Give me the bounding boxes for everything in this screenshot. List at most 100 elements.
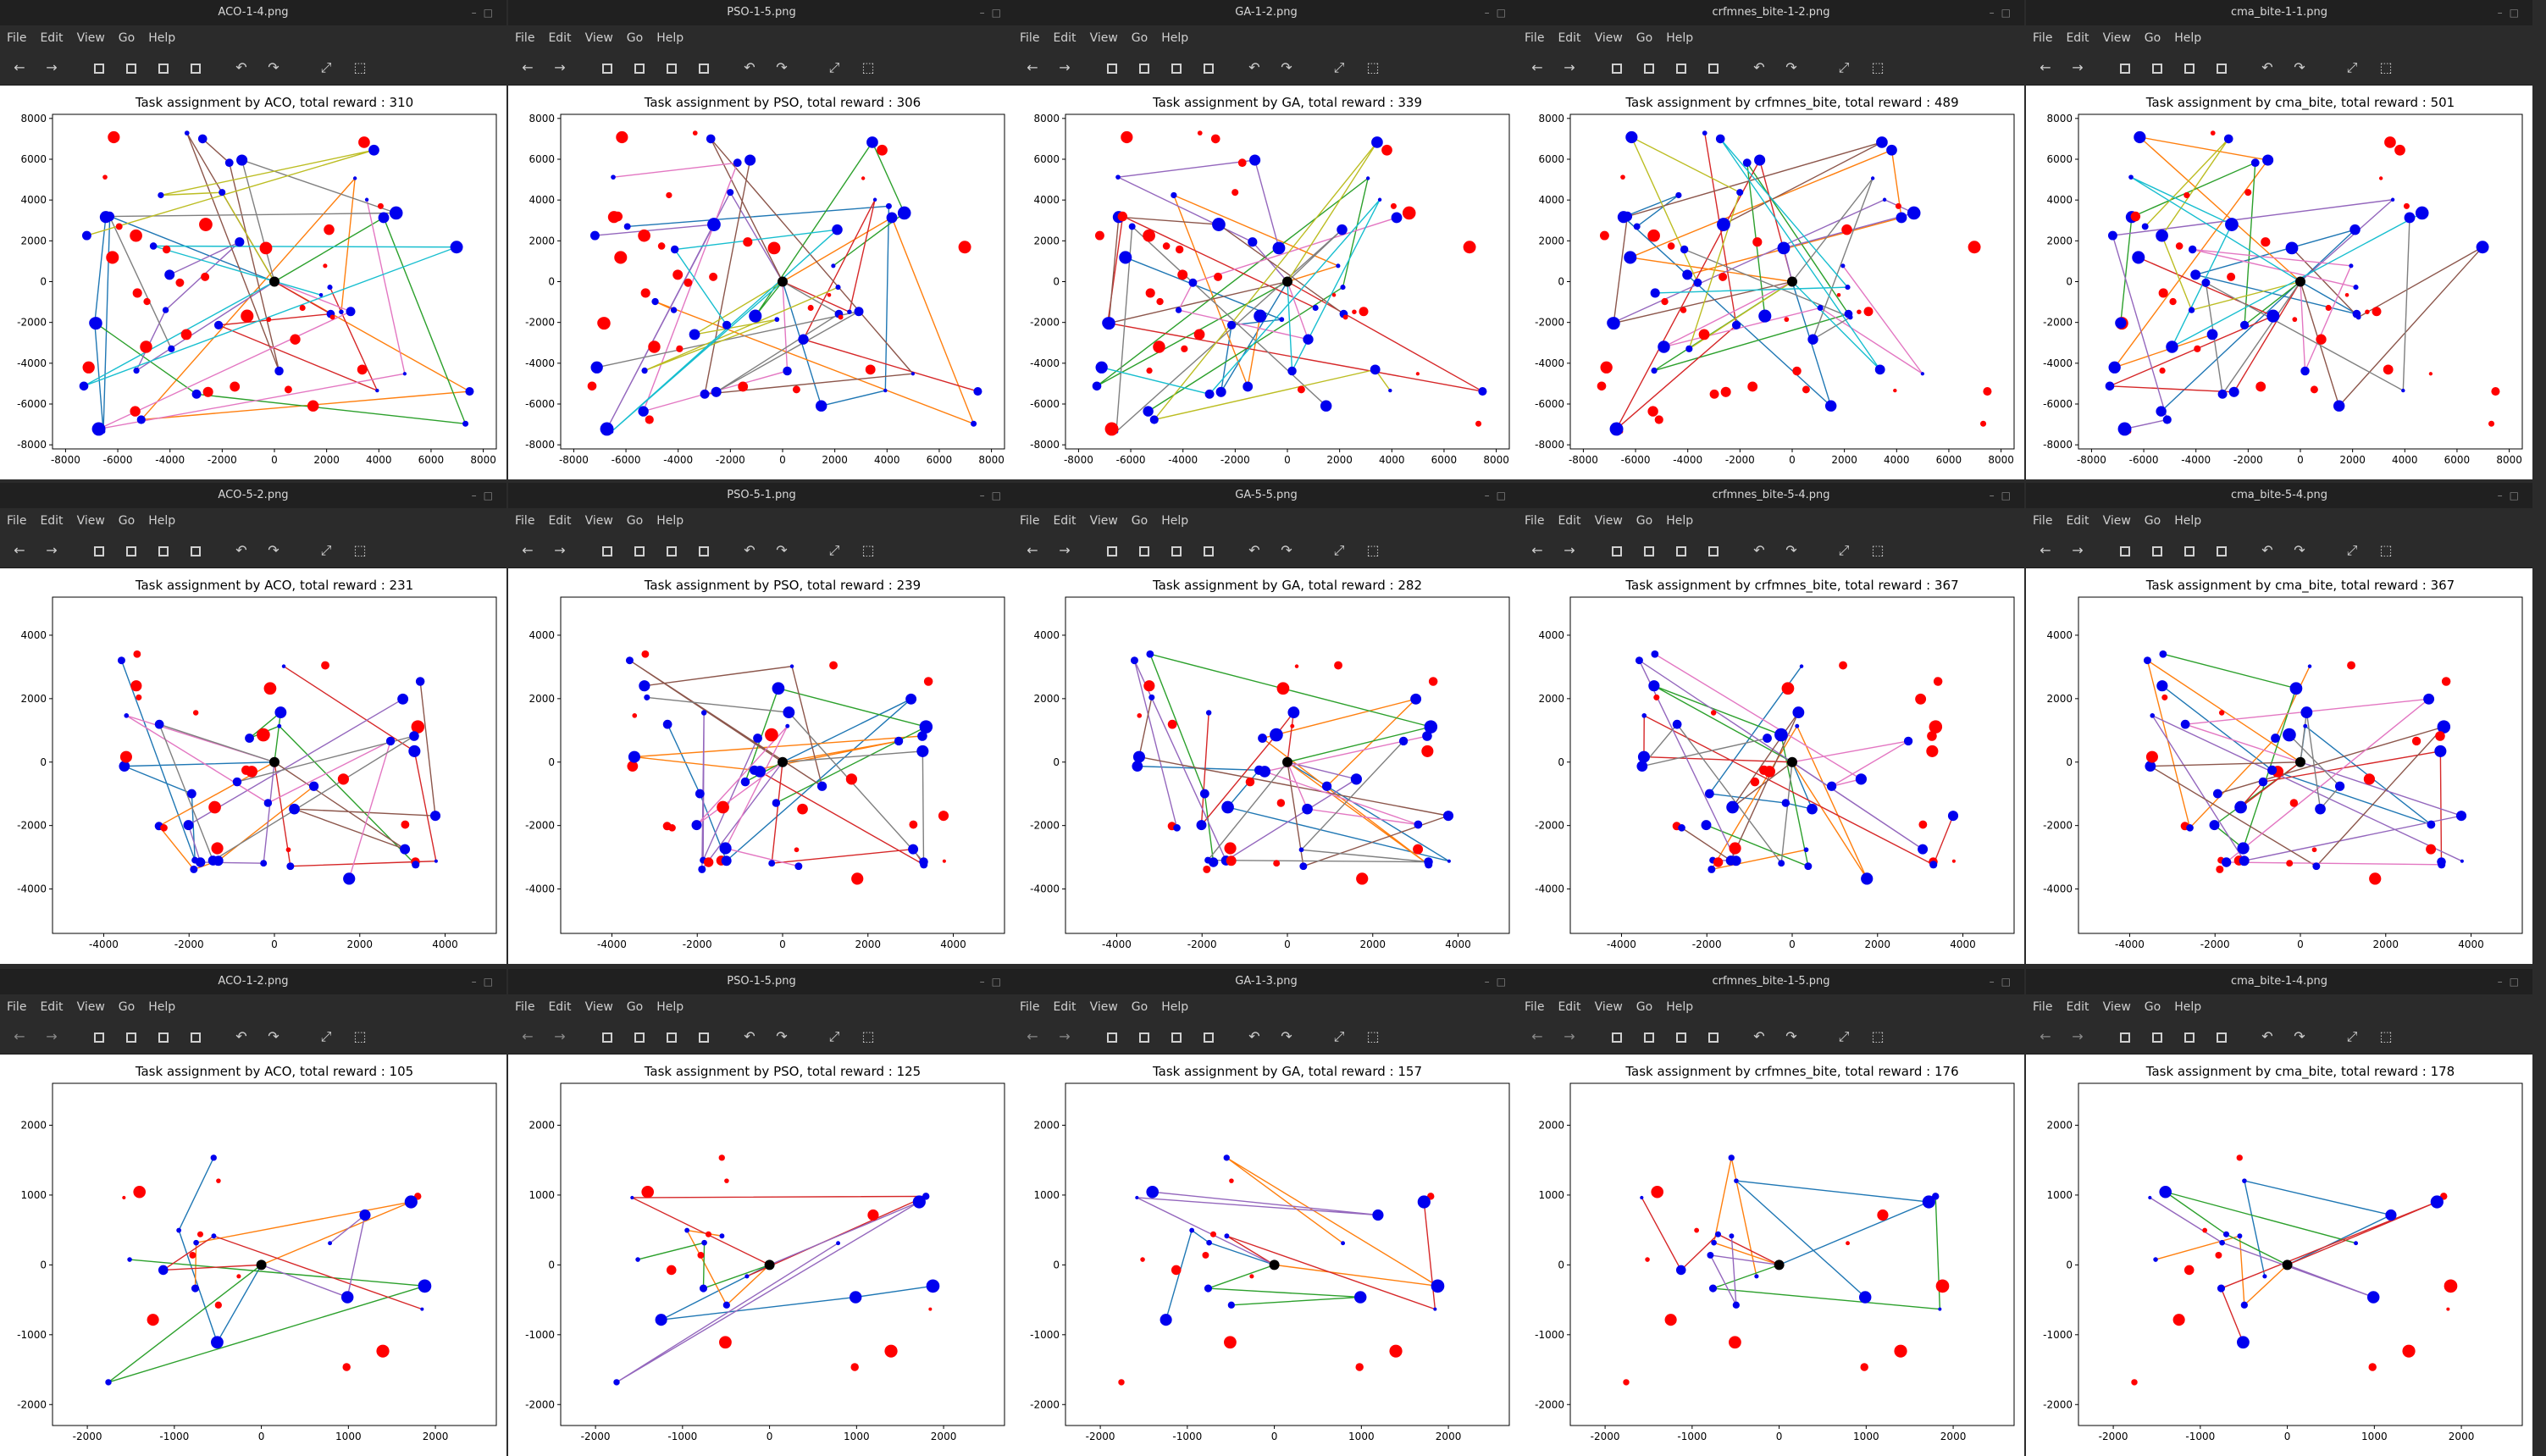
- back-arrow-icon[interactable]: ←: [1027, 1028, 1038, 1044]
- grid-icon[interactable]: [628, 58, 650, 78]
- menu-file[interactable]: File: [1020, 1000, 1040, 1014]
- actual-size-icon[interactable]: [152, 1027, 174, 1047]
- actual-size-icon[interactable]: [2178, 1027, 2200, 1047]
- menu-edit[interactable]: Edit: [548, 1000, 572, 1014]
- fullscreen-icon[interactable]: ⤢: [2346, 59, 2358, 75]
- actual-size-icon[interactable]: [1165, 540, 1187, 561]
- fullscreen-icon[interactable]: ⤢: [1838, 59, 1850, 75]
- fit-icon[interactable]: [1101, 58, 1123, 78]
- gallery-icon[interactable]: ⬚: [1871, 542, 1885, 558]
- window-controls[interactable]: –□: [1990, 0, 2017, 25]
- actual-size-icon[interactable]: [1670, 540, 1692, 561]
- menu-go[interactable]: Go: [626, 1000, 644, 1014]
- menu-go[interactable]: Go: [1131, 514, 1148, 528]
- grid-icon[interactable]: [2146, 540, 2168, 561]
- back-arrow-icon[interactable]: ←: [14, 542, 25, 558]
- frame-icon[interactable]: [693, 540, 715, 561]
- fit-icon[interactable]: [1606, 58, 1628, 78]
- back-arrow-icon[interactable]: ←: [2040, 59, 2051, 75]
- fit-icon[interactable]: [2114, 540, 2136, 561]
- menu-view[interactable]: View: [1089, 514, 1118, 528]
- back-arrow-icon[interactable]: ←: [522, 542, 534, 558]
- menu-file[interactable]: File: [515, 514, 535, 528]
- forward-arrow-icon[interactable]: →: [1059, 1028, 1071, 1044]
- back-arrow-icon[interactable]: ←: [1027, 542, 1038, 558]
- frame-icon[interactable]: [2211, 540, 2233, 561]
- grid-icon[interactable]: [120, 58, 142, 78]
- menu-file[interactable]: File: [7, 1000, 27, 1014]
- frame-icon[interactable]: [1198, 1027, 1220, 1047]
- gallery-icon[interactable]: ⬚: [2379, 1028, 2393, 1044]
- fullscreen-icon[interactable]: ⤢: [1333, 59, 1345, 75]
- window-controls[interactable]: –□: [472, 0, 500, 25]
- minimize-icon[interactable]: –: [1484, 490, 1497, 501]
- rotate-left-icon[interactable]: ↶: [1248, 542, 1260, 558]
- menu-view[interactable]: View: [584, 31, 613, 45]
- menu-file[interactable]: File: [2033, 1000, 2053, 1014]
- image-viewer-window[interactable]: PSO-1-5.png –□ File Edit View Go Help ← → ↶ ↷ ⤢ ⬚ Tas…: [508, 0, 1015, 479]
- menu-edit[interactable]: Edit: [1053, 31, 1077, 45]
- menu-view[interactable]: View: [76, 514, 105, 528]
- grid-icon[interactable]: [1133, 540, 1155, 561]
- rotate-left-icon[interactable]: ↶: [1753, 1028, 1765, 1044]
- menu-file[interactable]: File: [515, 1000, 535, 1014]
- menu-go[interactable]: Go: [118, 1000, 136, 1014]
- image-viewer-window[interactable]: PSO-1-5.png –□ File Edit View Go Help ← → ↶ ↷ ⤢ ⬚ Tas…: [508, 969, 1015, 1456]
- rotate-right-icon[interactable]: ↷: [268, 1028, 280, 1044]
- menu-view[interactable]: View: [2102, 514, 2131, 528]
- gallery-icon[interactable]: ⬚: [1366, 59, 1380, 75]
- frame-icon[interactable]: [185, 540, 207, 561]
- frame-icon[interactable]: [185, 58, 207, 78]
- maximize-icon[interactable]: □: [2509, 976, 2526, 988]
- actual-size-icon[interactable]: [661, 540, 683, 561]
- back-arrow-icon[interactable]: ←: [2040, 1028, 2051, 1044]
- menu-view[interactable]: View: [584, 514, 613, 528]
- actual-size-icon[interactable]: [152, 540, 174, 561]
- menu-view[interactable]: View: [1594, 1000, 1623, 1014]
- menu-go[interactable]: Go: [2144, 31, 2161, 45]
- menu-view[interactable]: View: [1594, 31, 1623, 45]
- back-arrow-icon[interactable]: ←: [14, 1028, 25, 1044]
- menu-view[interactable]: View: [1089, 1000, 1118, 1014]
- gallery-icon[interactable]: ⬚: [353, 1028, 367, 1044]
- rotate-right-icon[interactable]: ↷: [1785, 542, 1797, 558]
- grid-icon[interactable]: [120, 1027, 142, 1047]
- menu-help[interactable]: Help: [656, 1000, 684, 1014]
- image-viewer-window[interactable]: GA-1-2.png –□ File Edit View Go Help ← → ↶ ↷ ⤢ ⬚ Task…: [1013, 0, 1519, 479]
- menu-help[interactable]: Help: [1161, 1000, 1189, 1014]
- forward-arrow-icon[interactable]: →: [1564, 59, 1575, 75]
- menu-help[interactable]: Help: [2174, 514, 2202, 528]
- rotate-left-icon[interactable]: ↶: [2261, 1028, 2273, 1044]
- image-viewer-window[interactable]: cma_bite-5-4.png –□ File Edit View Go Help ← → ↶ ↷…: [2026, 483, 2532, 964]
- minimize-icon[interactable]: –: [471, 976, 484, 988]
- rotate-left-icon[interactable]: ↶: [235, 542, 247, 558]
- menu-edit[interactable]: Edit: [1053, 514, 1077, 528]
- menu-help[interactable]: Help: [2174, 31, 2202, 45]
- image-viewer-window[interactable]: PSO-5-1.png –□ File Edit View Go Help ← → ↶ ↷ ⤢ ⬚ Tas…: [508, 483, 1015, 964]
- gallery-icon[interactable]: ⬚: [353, 59, 367, 75]
- rotate-right-icon[interactable]: ↷: [268, 542, 280, 558]
- menu-view[interactable]: View: [2102, 1000, 2131, 1014]
- actual-size-icon[interactable]: [1670, 1027, 1692, 1047]
- frame-icon[interactable]: [1702, 58, 1724, 78]
- fit-icon[interactable]: [596, 58, 618, 78]
- fullscreen-icon[interactable]: ⤢: [2346, 542, 2358, 558]
- rotate-right-icon[interactable]: ↷: [776, 1028, 788, 1044]
- back-arrow-icon[interactable]: ←: [1531, 1028, 1543, 1044]
- image-viewer-window[interactable]: ACO-5-2.png –□ File Edit View Go Help ← → ↶ ↷ ⤢ ⬚ Tas…: [0, 483, 506, 964]
- menu-edit[interactable]: Edit: [548, 31, 572, 45]
- frame-icon[interactable]: [1702, 540, 1724, 561]
- rotate-left-icon[interactable]: ↶: [1753, 542, 1765, 558]
- rotate-right-icon[interactable]: ↷: [776, 59, 788, 75]
- menu-view[interactable]: View: [1594, 514, 1623, 528]
- forward-arrow-icon[interactable]: →: [2072, 542, 2084, 558]
- fit-icon[interactable]: [596, 1027, 618, 1047]
- forward-arrow-icon[interactable]: →: [46, 542, 58, 558]
- rotate-right-icon[interactable]: ↷: [2294, 542, 2305, 558]
- menu-go[interactable]: Go: [2144, 514, 2161, 528]
- minimize-icon[interactable]: –: [1484, 7, 1497, 19]
- minimize-icon[interactable]: –: [979, 490, 992, 501]
- forward-arrow-icon[interactable]: →: [554, 59, 566, 75]
- fit-icon[interactable]: [2114, 1027, 2136, 1047]
- rotate-left-icon[interactable]: ↶: [235, 1028, 247, 1044]
